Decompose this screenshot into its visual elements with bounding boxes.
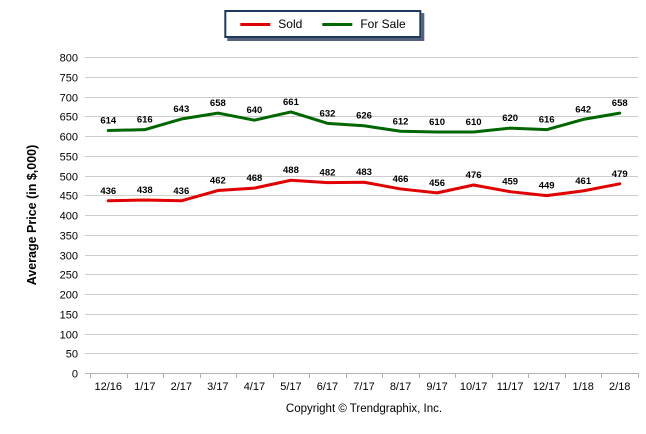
data-label: 466: [393, 174, 409, 185]
x-tick-label: 2/17: [171, 381, 192, 393]
y-tick-label: 250: [60, 269, 78, 281]
y-tick-label: 450: [60, 190, 78, 202]
x-tick-label: 6/17: [317, 381, 338, 393]
data-label: 626: [356, 111, 372, 122]
data-label: 612: [393, 116, 409, 127]
y-tick-label: 500: [60, 171, 78, 183]
data-label: 449: [539, 181, 555, 192]
sold-line: [106, 178, 622, 203]
data-label: 438: [137, 185, 153, 196]
copyright-text: Copyright © Trendgraphix, Inc.: [285, 403, 443, 415]
data-label: 616: [539, 115, 555, 126]
data-label: 661: [283, 97, 300, 108]
y-tick-label: 350: [60, 230, 78, 242]
x-tick-label: 3/17: [207, 381, 228, 393]
x-tick-label: 9/17: [426, 381, 447, 393]
y-tick-label: 300: [60, 250, 78, 262]
data-label: 459: [502, 177, 518, 188]
legend-swatch: [240, 22, 271, 26]
data-label: 642: [575, 104, 591, 115]
data-label: 610: [466, 117, 482, 128]
data-label: 461: [575, 176, 592, 187]
data-label: 640: [246, 105, 262, 116]
y-tick-label: 750: [60, 72, 78, 84]
y-tick-label: 700: [60, 92, 78, 104]
data-label: 436: [100, 186, 116, 197]
legend-label: Sold: [278, 17, 303, 31]
legend-swatch: [322, 22, 353, 26]
x-tick-label: 11/17: [497, 381, 524, 393]
y-tick-label: 200: [60, 289, 78, 301]
y-tick-label: 800: [60, 52, 78, 64]
legend-label: For Sale: [360, 17, 406, 31]
data-label: 610: [429, 117, 445, 128]
data-label: 643: [173, 104, 189, 115]
legend-item-sold: Sold: [240, 17, 302, 31]
y-tick-label: 400: [60, 210, 78, 222]
x-tick-label: 2/18: [609, 381, 630, 393]
y-tick-label: 650: [60, 111, 78, 123]
data-label: 479: [612, 169, 628, 180]
data-label: 616: [137, 115, 153, 126]
y-tick-label: 100: [60, 329, 78, 341]
data-label: 488: [283, 165, 299, 176]
x-tick-label: 12/16: [95, 381, 123, 393]
x-tick-label: 4/17: [244, 381, 265, 393]
x-tick-label: 12/17: [533, 381, 561, 393]
data-label: 468: [246, 173, 262, 184]
data-label: 658: [612, 98, 628, 109]
y-tick-label: 550: [60, 151, 78, 163]
y-tick-label: 600: [60, 131, 78, 143]
data-label: 632: [320, 108, 336, 119]
for-sale-line: [106, 110, 622, 134]
data-label: 476: [466, 170, 482, 181]
y-tick-label: 0: [72, 368, 78, 380]
legend-item-for-sale: For Sale: [322, 17, 406, 31]
legend: Sold For Sale: [224, 10, 422, 38]
data-label: 483: [356, 167, 372, 178]
x-tick-label: 10/17: [460, 381, 488, 393]
data-label: 620: [502, 113, 518, 124]
data-label: 436: [173, 186, 189, 197]
data-label: 614: [100, 115, 117, 126]
x-tick-label: 7/17: [353, 381, 374, 393]
y-tick-label: 50: [66, 348, 78, 360]
data-label: 462: [210, 176, 226, 187]
data-label: 658: [210, 98, 226, 109]
data-label: 482: [320, 168, 336, 179]
data-label: 456: [429, 178, 445, 189]
x-tick-label: 1/17: [134, 381, 155, 393]
x-tick-label: 8/17: [390, 381, 411, 393]
x-tick-label: 5/17: [280, 381, 301, 393]
y-tick-label: 150: [60, 309, 78, 321]
x-tick-label: 1/18: [572, 381, 593, 393]
